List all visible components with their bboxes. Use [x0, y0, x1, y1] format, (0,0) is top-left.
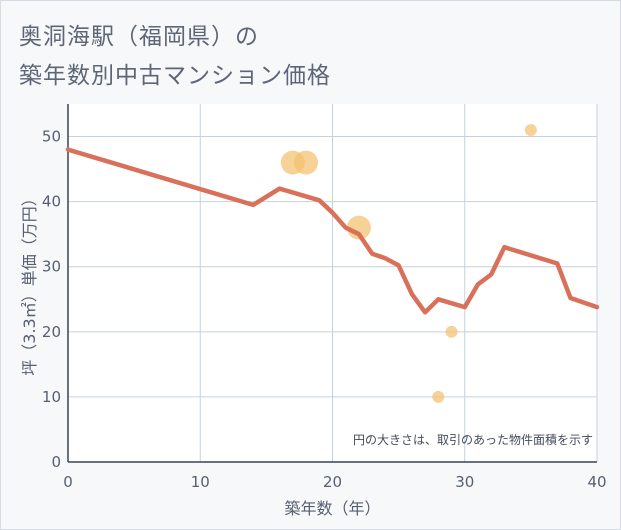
chart-title-line-1: 奥洞海駅（福岡県）の — [19, 24, 259, 50]
y-tick-label: 50 — [42, 128, 61, 146]
y-tick-label: 40 — [42, 193, 61, 211]
scatter-point — [524, 124, 537, 137]
x-tick-label: 30 — [455, 473, 474, 491]
x-axis-label: 築年数（年） — [284, 499, 380, 518]
line-series — [65, 147, 600, 315]
scatter-point — [294, 150, 319, 175]
x-tick-label: 10 — [191, 473, 210, 491]
scatter-point — [432, 390, 445, 403]
y-tick-label: 10 — [42, 388, 61, 406]
axes — [67, 104, 597, 463]
y-axis-label: 坪（3.3㎡）単価（万円） — [20, 190, 39, 375]
y-tick-label: 30 — [42, 258, 61, 276]
scatter-point — [445, 325, 458, 338]
y-tick-label: 20 — [42, 323, 61, 341]
x-tick-label: 20 — [323, 473, 342, 491]
y-tick-label: 0 — [51, 453, 61, 471]
x-tick-label: 0 — [63, 473, 73, 491]
average-price-line — [65, 147, 600, 315]
size-note: 円の大きさは、取引のあった物件面積を示す — [353, 432, 593, 447]
grid-lines — [67, 104, 598, 463]
tick-labels: 0 10 20 30 40 0 10 20 30 40 50 — [42, 128, 607, 491]
x-tick-label: 40 — [587, 473, 606, 491]
chart-title-line-2: 築年数別中古マンション価格 — [19, 63, 331, 89]
